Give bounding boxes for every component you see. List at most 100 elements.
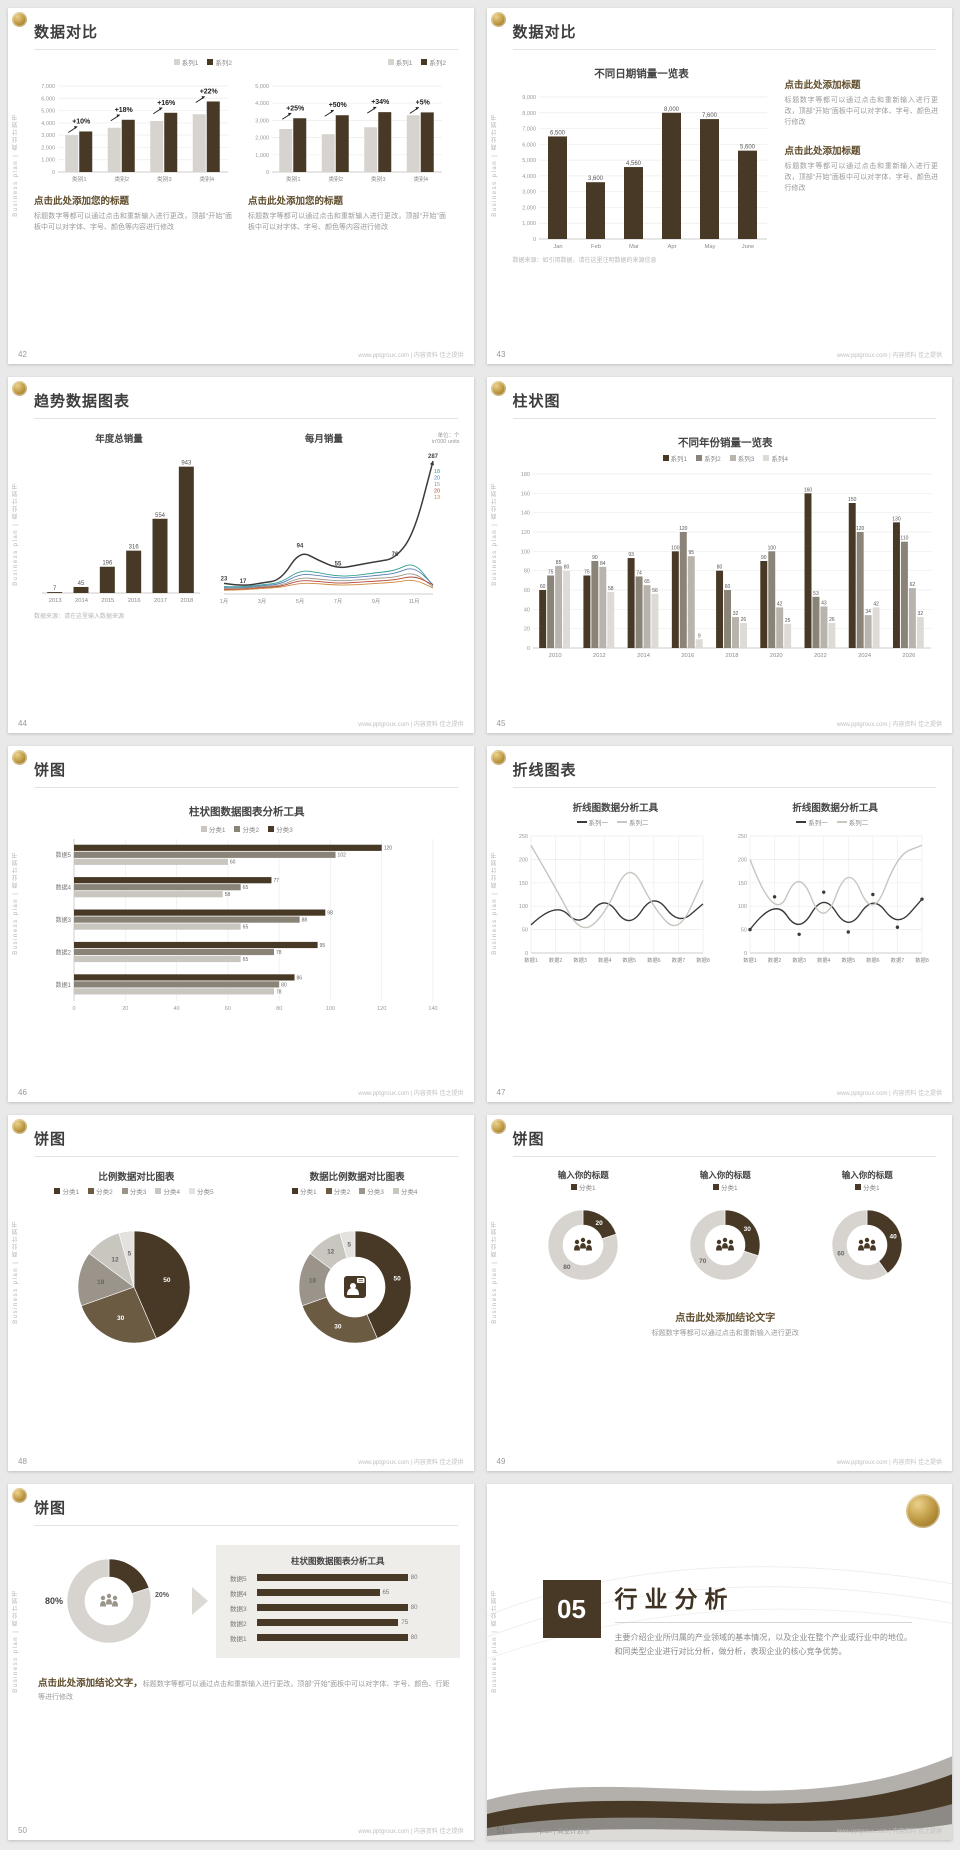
svg-text:数据2: 数据2	[56, 948, 72, 956]
svg-text:7: 7	[53, 586, 57, 592]
svg-text:0: 0	[266, 170, 269, 176]
svg-text:60: 60	[230, 860, 236, 866]
footer-url: www.pptgroux.com | 内容资料 佳之提供	[358, 1460, 464, 1466]
slide-49[interactable]: Business plan | 商业计划书 饼图 输入你的标题 分类1 20 80 …	[486, 1115, 952, 1471]
svg-text:110: 110	[901, 536, 909, 542]
column-chart-comparison-b: 系列1 系列2 5,000 4,000 3,000 2,000 1,000 0 类别1 +25% 类…	[255, 59, 446, 183]
page-number: 46	[18, 1088, 27, 1097]
svg-text:6,000: 6,000	[522, 142, 536, 148]
svg-text:100: 100	[671, 545, 680, 551]
section-title: 行业分析	[614, 1580, 912, 1623]
unit-note: in'000 units	[431, 439, 460, 445]
text-column: 点击此处添加标题 标题数字等都可以通过点击和重新输入进行更改，顶部“开始”面板中…	[785, 56, 939, 264]
vertical-watermark: Business plan | 商业计划书	[491, 1589, 498, 1693]
svg-text:75: 75	[548, 570, 554, 576]
svg-text:102: 102	[338, 853, 347, 859]
group-title: 输入你的标题	[557, 1170, 609, 1180]
svg-text:12: 12	[327, 1249, 335, 1256]
page-number: 47	[496, 1088, 506, 1097]
donut-group: 输入你的标题 分类1 40 60	[801, 1163, 933, 1297]
slide-title: 数据对比	[34, 21, 458, 50]
svg-text:75: 75	[584, 570, 590, 576]
slide-title: 饼图	[512, 1128, 936, 1157]
slide-43[interactable]: Business plan | 商业计划书 数据对比 不同日期销量一览表 9,0…	[486, 8, 952, 364]
conclusion-heading: 点击此处添加结论文字，	[38, 1678, 143, 1689]
slide-45[interactable]: Business plan | 商业计划书 柱状图 不同年份销量一览表 系列1 系…	[486, 377, 952, 733]
svg-text:4,560: 4,560	[625, 161, 641, 167]
svg-text:1,000: 1,000	[41, 158, 55, 164]
brand-logo-icon	[12, 1488, 27, 1503]
svg-text:6,500: 6,500	[549, 130, 565, 136]
svg-text:0: 0	[744, 951, 747, 957]
svg-text:3,000: 3,000	[522, 190, 536, 196]
svg-text:类别3: 类别3	[371, 175, 386, 183]
slide-44[interactable]: Business plan | 商业计划书 趋势数据图表 年度总销量 7 2013…	[8, 377, 474, 733]
svg-text:60: 60	[540, 584, 546, 590]
svg-text:120: 120	[679, 526, 688, 532]
slide-title: 饼图	[34, 1128, 458, 1157]
conclusion-body: 标题数字等都可以通过点击和重新输入进行更改，顶部“开始”面板中可以对字体、字号、…	[38, 1681, 450, 1702]
right-column: 系列1 系列2 5,000 4,000 3,000 2,000 1,000 0 类别1 +25% 类…	[248, 56, 446, 233]
slide-title: 饼图	[34, 759, 458, 788]
svg-text:1,000: 1,000	[522, 221, 536, 227]
page-number: 42	[18, 350, 27, 359]
svg-text:120: 120	[521, 530, 530, 536]
arrow-right-icon	[192, 1587, 208, 1615]
svg-text:2015: 2015	[101, 598, 114, 604]
slide-47[interactable]: Business plan | 商业计划书 折线图表 折线图数据分析工具 系列一…	[486, 746, 952, 1102]
svg-text:2016: 2016	[682, 653, 695, 659]
svg-text:5,600: 5,600	[739, 145, 755, 151]
slide-48[interactable]: Business plan | 商业计划书 饼图 比例数据对比图表 分类1 分类2…	[8, 1115, 474, 1471]
slide-50[interactable]: Business plan | 商业计划书 饼图 80% 20% 柱状图数据图表分…	[8, 1484, 474, 1840]
decorative-arcs	[486, 1566, 952, 1660]
svg-text:数据3: 数据3	[56, 916, 72, 924]
svg-text:3月: 3月	[258, 598, 266, 605]
svg-text:20: 20	[524, 627, 530, 633]
donut-chart-1: 分类1 20 80	[517, 1181, 649, 1297]
svg-text:12: 12	[111, 1256, 119, 1263]
svg-text:18: 18	[309, 1278, 317, 1285]
svg-text:65: 65	[243, 885, 249, 891]
section-header: 05 行业分析 主要介绍企业所归属的产业领域的基本情况，以及企业在整个产业或行业…	[542, 1580, 913, 1660]
svg-text:78: 78	[276, 989, 282, 995]
svg-text:60: 60	[837, 1250, 845, 1257]
svg-text:2,000: 2,000	[255, 136, 269, 142]
section-body: 主要介绍企业所归属的产业领域的基本情况，以及企业在整个产业或行业中的地位。和同类…	[614, 1633, 913, 1657]
slide-46[interactable]: Business plan | 商业计划书 饼图 柱状图数据图表分析工具 分类1…	[8, 746, 474, 1102]
horizontal-grouped-bar-chart: 分类1 分类2 分类3 0 20 40 60 80 100 120 140 数据5 120 102 60 数据…	[55, 826, 438, 1012]
slide-footer: 43 www.pptgroux.com | 内容资料 佳之提供	[497, 350, 943, 359]
column-chart-comparison-a: 系列1 系列2 7,000 6,000 5,000 4,000 3,000 2,000 1,00…	[41, 59, 232, 183]
svg-text:23: 23	[221, 576, 228, 582]
svg-text:85: 85	[556, 560, 562, 566]
svg-text:50: 50	[163, 1277, 171, 1284]
svg-text:数据3: 数据3	[573, 956, 587, 964]
text-block-body: 标题数字等都可以通过点击和重新输入进行更改，顶部“开始”面板中可以对字体、字号、…	[248, 213, 446, 232]
svg-text:200: 200	[738, 857, 747, 863]
svg-text:类别1: 类别1	[72, 175, 87, 183]
page-number: 43	[496, 350, 506, 359]
svg-text:5,000: 5,000	[41, 109, 55, 115]
page-number: 49	[496, 1457, 506, 1466]
brand-logo-icon	[490, 381, 506, 396]
svg-text:2026: 2026	[903, 653, 916, 659]
conclusion-body: 标题数字等都可以通过点击和重新输入进行更改	[651, 1330, 799, 1337]
svg-text:2013: 2013	[49, 598, 62, 604]
chart-title: 不同日期销量一览表	[594, 68, 689, 80]
slide-footer: 45 www.pptgroux.com | 内容资料 佳之提供	[497, 719, 943, 728]
chart-title: 不同年份销量一览表	[678, 437, 773, 449]
percentage-donut-chart: 80% 20%	[34, 1540, 184, 1662]
svg-text:60: 60	[725, 584, 731, 590]
svg-text:100: 100	[326, 1006, 335, 1012]
footer-url: www.pptgroux.com | 内容资料 佳之提供	[358, 1091, 464, 1097]
svg-text:40: 40	[890, 1234, 898, 1241]
footer-url: www.pptgroux.com | 内容资料 佳之提供	[358, 722, 464, 728]
svg-text:2018: 2018	[180, 598, 193, 604]
slide-42[interactable]: Business plan | 商业计划书 数据对比 系列1 系列2 7,000 6,…	[8, 8, 474, 364]
svg-text:50: 50	[741, 928, 747, 934]
slide-51[interactable]: Business plan | 商业计划书 05 行业分析 主要介绍企业所归属的…	[486, 1484, 952, 1840]
svg-text:数据4: 数据4	[817, 956, 831, 964]
svg-text:May: May	[704, 244, 715, 250]
svg-text:90: 90	[592, 555, 598, 561]
svg-text:June: June	[741, 244, 754, 250]
svg-text:80: 80	[563, 1264, 571, 1271]
